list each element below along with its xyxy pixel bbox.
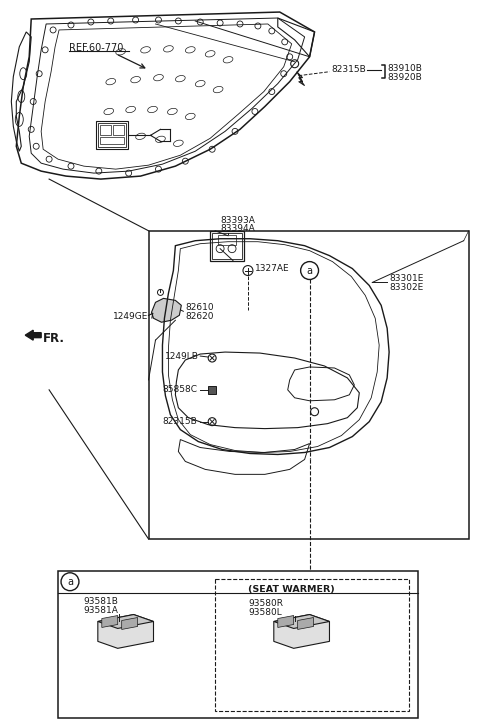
- Text: 82620: 82620: [185, 312, 214, 321]
- Text: 93580R: 93580R: [248, 599, 283, 608]
- Polygon shape: [98, 614, 153, 628]
- Text: 82315B: 82315B: [331, 65, 366, 74]
- Text: 83920B: 83920B: [387, 73, 422, 82]
- Polygon shape: [98, 614, 153, 648]
- Text: 83301E: 83301E: [389, 274, 423, 283]
- Bar: [210, 230, 244, 260]
- Text: REF.60-770: REF.60-770: [69, 43, 124, 53]
- Polygon shape: [297, 617, 314, 630]
- Text: (SEAT WARMER): (SEAT WARMER): [248, 585, 335, 594]
- Polygon shape: [278, 616, 294, 627]
- Polygon shape: [122, 617, 137, 630]
- Text: 1327AE: 1327AE: [255, 264, 289, 273]
- Polygon shape: [274, 614, 330, 628]
- Bar: [100, 125, 111, 135]
- Polygon shape: [102, 616, 118, 627]
- Polygon shape: [297, 72, 305, 86]
- Bar: [96, 121, 127, 149]
- Bar: [100, 137, 124, 144]
- Bar: [58, 571, 418, 718]
- Text: 93580L: 93580L: [248, 608, 282, 617]
- Text: 82610: 82610: [185, 303, 214, 312]
- Bar: [148, 230, 468, 539]
- Text: 82315B: 82315B: [162, 417, 197, 426]
- Text: 1249GE: 1249GE: [113, 312, 148, 321]
- Bar: [212, 233, 242, 259]
- Text: 83302E: 83302E: [389, 283, 423, 292]
- FancyArrow shape: [25, 330, 41, 340]
- Polygon shape: [151, 298, 182, 322]
- Text: a: a: [67, 577, 73, 587]
- Text: 1249LB: 1249LB: [165, 352, 199, 361]
- Text: 93581B: 93581B: [83, 597, 118, 606]
- Text: 85858C: 85858C: [162, 385, 197, 394]
- Polygon shape: [274, 614, 330, 648]
- Bar: [208, 386, 216, 394]
- Bar: [215, 579, 409, 711]
- Text: 93581A: 93581A: [83, 606, 118, 615]
- Text: 83394A: 83394A: [220, 225, 255, 233]
- Bar: [218, 235, 236, 245]
- Text: 83910B: 83910B: [387, 64, 422, 73]
- Text: 83393A: 83393A: [220, 217, 255, 225]
- Text: a: a: [307, 265, 313, 276]
- Text: FR.: FR.: [43, 332, 65, 345]
- Bar: [98, 124, 125, 148]
- Bar: [113, 125, 124, 135]
